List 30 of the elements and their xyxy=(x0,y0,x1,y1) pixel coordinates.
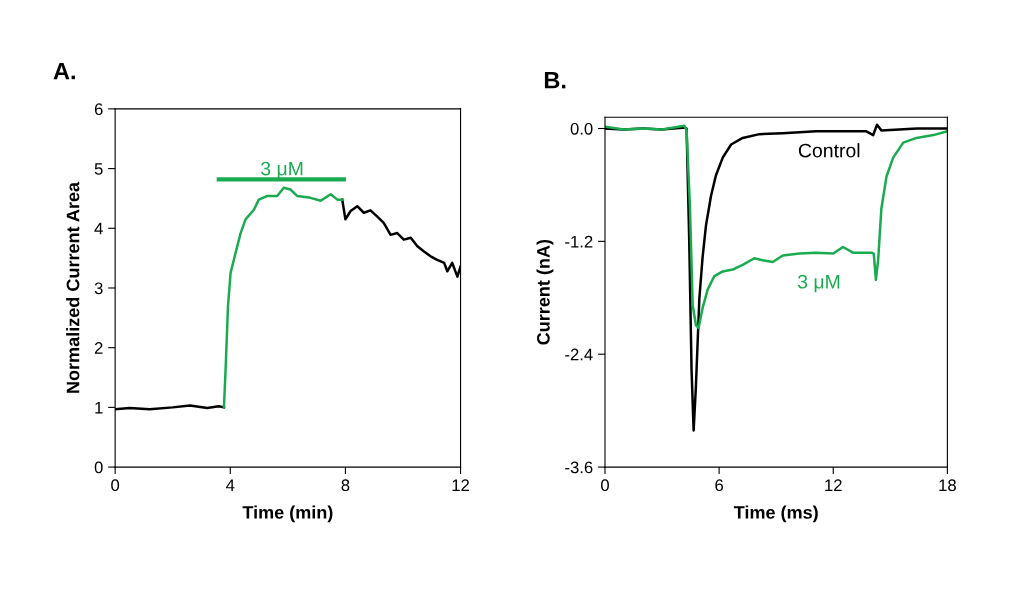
x-axis-title: Time (ms) xyxy=(733,505,818,523)
annotation: 3 μM xyxy=(797,274,840,293)
y-tick-label: 2 xyxy=(94,342,103,354)
y-tick-label: 4 xyxy=(94,222,103,235)
x-tick-label: 4 xyxy=(226,479,235,491)
x-tick-label: 6 xyxy=(715,479,724,492)
x-axis-title: Time (min) xyxy=(242,505,333,523)
chart-title: A. xyxy=(53,62,75,80)
x-tick-label: 8 xyxy=(341,479,350,492)
y-tick-label: 1 xyxy=(95,401,103,414)
annotation: Control xyxy=(798,143,860,158)
x-tick-label: 0 xyxy=(601,479,609,492)
x-tick-label: 12 xyxy=(825,479,842,491)
y-tick-label: -2.4 xyxy=(565,348,593,361)
y-tick-label: 5 xyxy=(94,163,103,175)
x-tick-label: 18 xyxy=(939,479,956,492)
chart-title: B. xyxy=(544,72,566,89)
x-tick-label: 0 xyxy=(111,479,120,492)
line-series xyxy=(604,124,948,330)
y-tick-label: 3 xyxy=(94,282,103,295)
annotation: 3 μM xyxy=(261,161,303,180)
y-tick-label: -1.2 xyxy=(565,235,593,248)
y-tick-label: 0 xyxy=(94,461,103,474)
y-axis-title: Current (nA) xyxy=(536,239,554,345)
y-tick-label: -3.6 xyxy=(565,461,593,474)
y-axis-title: Normalized Current Area xyxy=(66,181,80,393)
line-series xyxy=(222,186,344,409)
y-tick-label: 6 xyxy=(94,103,103,116)
y-tick-label: 0.0 xyxy=(570,122,593,135)
x-tick-label: 12 xyxy=(452,479,469,491)
